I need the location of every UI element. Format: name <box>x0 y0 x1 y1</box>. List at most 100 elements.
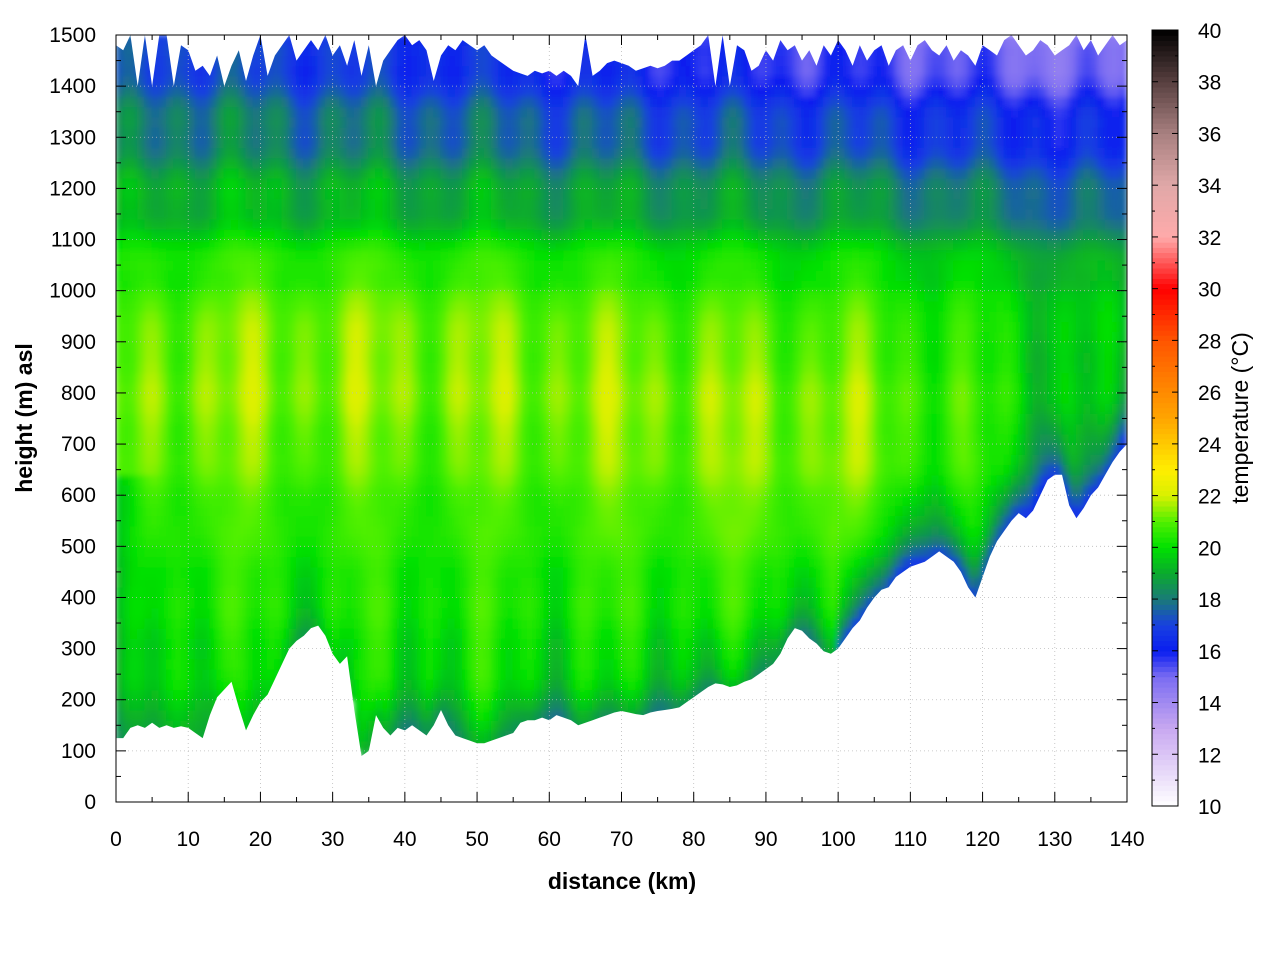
heat-cell <box>620 433 630 445</box>
heat-cell <box>281 300 290 312</box>
heat-cell <box>223 157 233 169</box>
heat-cell <box>158 65 168 77</box>
heat-cell <box>425 341 435 353</box>
heat-cell <box>490 300 500 312</box>
heat-cell <box>332 402 341 414</box>
heat-cell <box>613 576 623 588</box>
heat-cell <box>577 331 586 343</box>
heat-cell <box>483 300 493 312</box>
heat-cell <box>462 515 471 527</box>
heat-cell <box>368 504 377 517</box>
heat-cell <box>592 412 601 425</box>
heat-cell <box>519 586 529 598</box>
heat-cell <box>288 198 298 210</box>
heat-cell <box>274 218 283 230</box>
heat-cell <box>288 382 298 394</box>
heat-cell <box>440 453 449 466</box>
heat-cell <box>317 187 326 200</box>
heat-cell <box>353 586 363 598</box>
heat-cell <box>288 463 298 476</box>
heat-cell <box>346 484 355 496</box>
heat-cell <box>223 463 233 476</box>
heat-cell <box>404 177 413 189</box>
heat-cell <box>129 300 139 312</box>
heat-cell <box>122 106 131 118</box>
heat-cell <box>230 627 240 639</box>
heat-cell <box>541 238 550 251</box>
heat-cell <box>252 187 261 200</box>
heat-cell <box>620 668 630 680</box>
heat-cell <box>137 259 146 271</box>
heat-cell <box>483 85 493 97</box>
heat-cell <box>527 504 536 517</box>
heat-cell <box>310 218 319 230</box>
heat-cell <box>274 300 283 312</box>
heat-cell <box>389 576 399 588</box>
heat-cell <box>303 494 312 506</box>
heat-cell <box>519 668 529 680</box>
heat-cell <box>462 238 471 251</box>
heat-cell <box>628 95 637 108</box>
heat-cell <box>498 300 507 312</box>
heat-cell <box>353 453 363 466</box>
heat-cell <box>548 494 558 506</box>
heat-cell <box>209 392 218 404</box>
heat-cell <box>259 637 269 650</box>
heat-cell <box>158 678 168 691</box>
heat-cell <box>469 504 478 517</box>
heat-cell <box>628 576 637 588</box>
heat-cell <box>548 617 558 629</box>
heat-cell <box>404 157 413 169</box>
heat-cell <box>230 433 240 445</box>
heat-cell <box>194 341 204 353</box>
heat-cell <box>158 331 168 343</box>
heat-cell <box>187 709 196 721</box>
heat-cell <box>505 136 514 149</box>
heat-cell <box>490 238 500 251</box>
heat-cell <box>469 208 478 220</box>
heat-cell <box>541 269 550 281</box>
heat-cell <box>620 545 630 558</box>
heat-cell <box>498 607 507 619</box>
heat-cell <box>512 351 521 363</box>
heat-cell <box>144 146 153 159</box>
heat-cell <box>613 238 623 251</box>
heat-cell <box>570 412 579 425</box>
heat-cell <box>599 392 608 404</box>
heat-cell <box>223 392 233 404</box>
heat-cell <box>144 187 153 200</box>
heat-cell <box>505 361 514 374</box>
heat-cell <box>620 331 630 343</box>
heat-cell <box>490 556 500 568</box>
heat-cell <box>512 566 521 578</box>
heat-cell <box>433 607 442 619</box>
heat-cell <box>476 341 485 353</box>
heat-cell <box>194 65 204 77</box>
heat-cell <box>570 157 579 169</box>
heat-cell <box>122 607 131 619</box>
heat-cell <box>202 504 211 517</box>
heat-cell <box>505 494 514 506</box>
heat-cell <box>187 290 196 302</box>
heat-cell <box>353 545 363 558</box>
heat-cell <box>563 279 572 292</box>
heat-cell <box>620 627 630 639</box>
heat-cell <box>404 423 413 435</box>
heat-cell <box>173 300 182 312</box>
heat-cell <box>527 187 536 200</box>
heat-cell <box>404 392 413 404</box>
heat-cell <box>137 433 146 445</box>
heat-cell <box>490 218 500 230</box>
heat-cell <box>462 208 471 220</box>
heat-cell <box>252 596 261 609</box>
heat-cell <box>375 146 384 159</box>
heat-cell <box>317 556 326 568</box>
heat-cell <box>534 238 543 251</box>
heat-cell <box>288 566 298 578</box>
heat-cell <box>274 331 283 343</box>
heat-cell <box>137 249 146 261</box>
heat-cell <box>360 699 370 711</box>
heat-cell <box>303 576 312 588</box>
heat-cell <box>238 177 247 189</box>
heat-cell <box>599 320 608 333</box>
